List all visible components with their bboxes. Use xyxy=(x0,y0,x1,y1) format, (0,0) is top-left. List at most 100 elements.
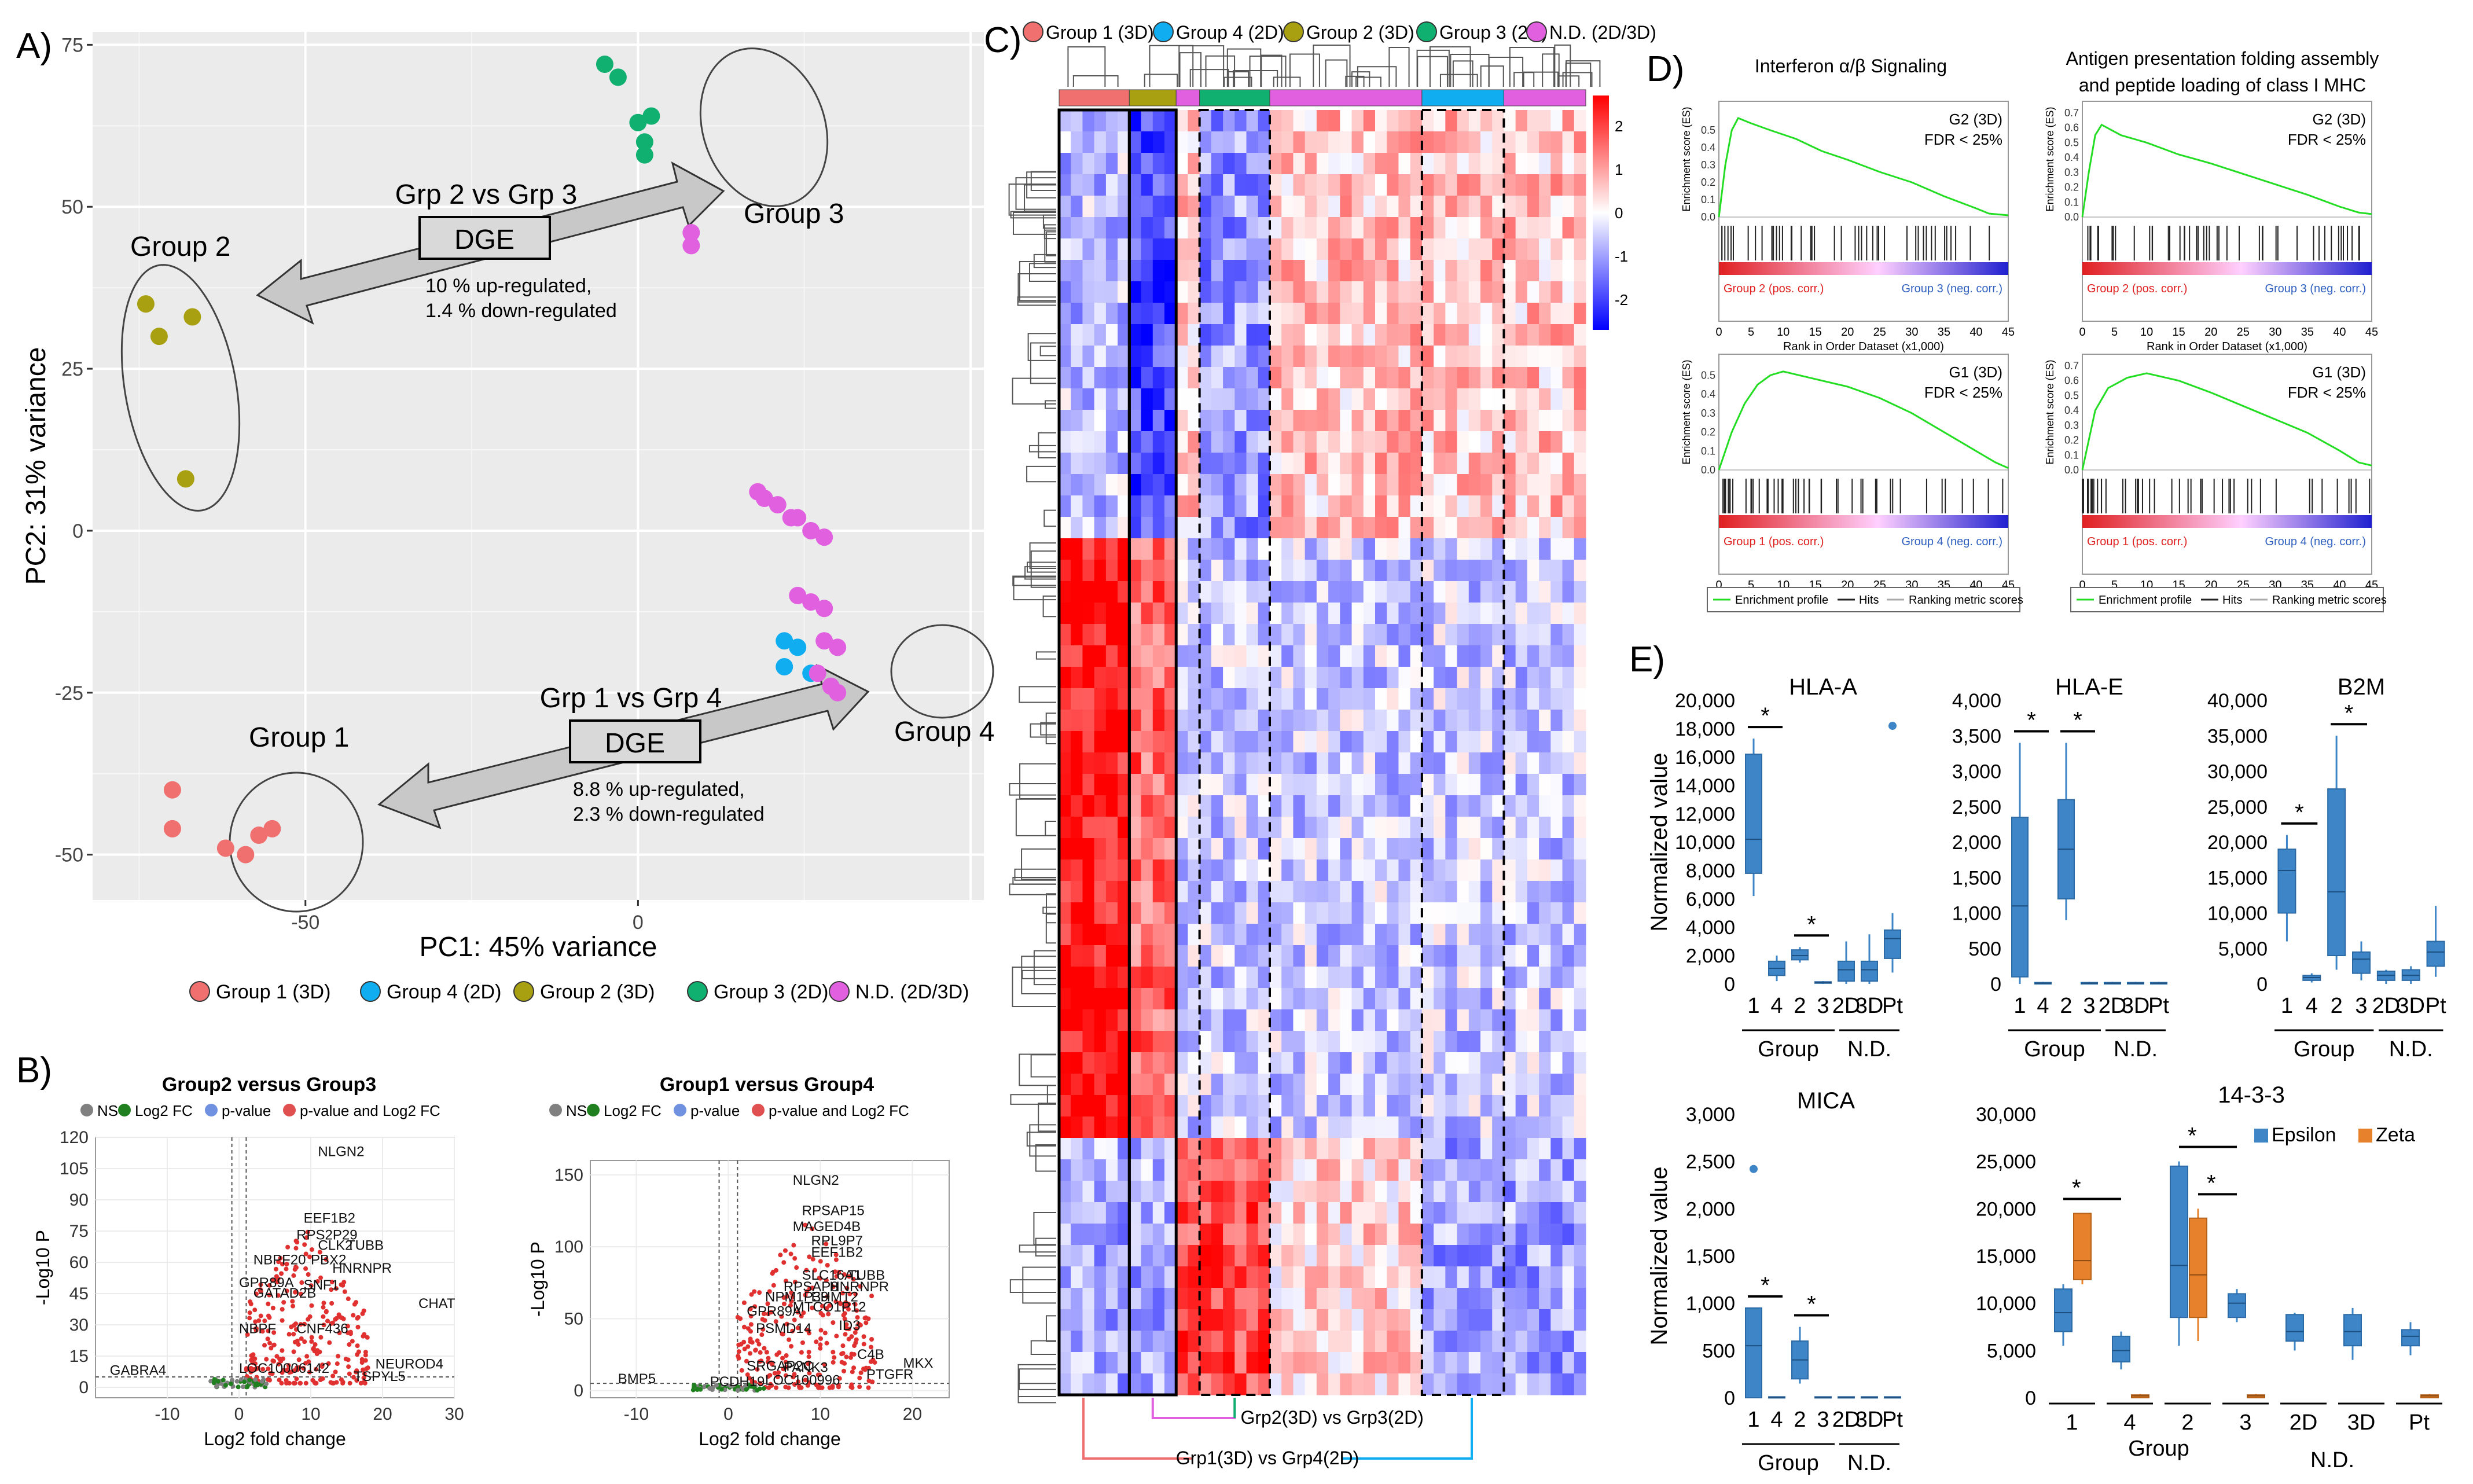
heatmap-cell xyxy=(1258,281,1270,303)
heatmap-cell xyxy=(1094,303,1107,325)
heatmap-cell xyxy=(1574,795,1586,817)
heatmap-cell xyxy=(1082,881,1095,903)
volcano-point xyxy=(767,1289,772,1294)
heatmap-cell xyxy=(1539,881,1551,903)
heatmap-cell xyxy=(1188,517,1200,539)
heatmap-cell xyxy=(1281,260,1294,282)
volcano-point xyxy=(267,1315,272,1320)
heatmap-cell xyxy=(1281,495,1294,517)
heatmap-cell xyxy=(1468,560,1481,582)
heatmap-cell xyxy=(1457,603,1469,625)
heatmap-cell xyxy=(1375,217,1387,239)
heatmap-cell xyxy=(1550,838,1563,860)
heatmap-cell xyxy=(1375,1095,1387,1117)
heatmap-cell xyxy=(1141,667,1153,689)
heatmap-cell xyxy=(1129,1331,1142,1353)
volcano-point xyxy=(276,1259,281,1265)
heatmap-cell xyxy=(1328,1202,1340,1224)
heatmap-cell xyxy=(1539,688,1551,710)
pca-point xyxy=(815,600,833,618)
volcano-point xyxy=(267,1378,272,1383)
heatmap-cell xyxy=(1539,945,1551,967)
heatmap-cell xyxy=(1562,1373,1575,1395)
row-dendrogram xyxy=(1030,342,1056,384)
heatmap-cell xyxy=(1363,217,1376,239)
heatmap-cell xyxy=(1234,1181,1247,1203)
heatmap-cell xyxy=(1539,474,1551,496)
heatmap-cell xyxy=(1176,1288,1188,1310)
heatmap-cell xyxy=(1387,1052,1399,1074)
volcano-point xyxy=(833,1299,839,1304)
boxplot-x-tick-label: 2D xyxy=(1832,1408,1861,1432)
heatmap-cell xyxy=(1118,774,1130,796)
heatmap-cell xyxy=(1363,367,1376,389)
volcano-point xyxy=(824,1306,829,1311)
heatmap-cell xyxy=(1550,645,1563,667)
heatmap-cell xyxy=(1152,110,1165,132)
volcano-point xyxy=(266,1328,271,1334)
heatmap-cell xyxy=(1293,667,1306,689)
heatmap-cell xyxy=(1363,453,1376,475)
heatmap-cell xyxy=(1152,131,1165,153)
column-dendrogram xyxy=(1557,75,1580,87)
volcano-point xyxy=(362,1371,367,1376)
volcano-gene-label: GPR89A xyxy=(239,1275,294,1291)
heatmap-cell xyxy=(1527,153,1539,175)
volcano-point xyxy=(839,1351,844,1357)
volcano-gene-label: MTCO1P12 xyxy=(793,1299,866,1315)
heatmap-cell xyxy=(1105,774,1118,796)
heatmap-cell xyxy=(1562,1116,1575,1138)
heatmap-cell xyxy=(1246,967,1259,989)
heatmap-cell xyxy=(1199,1181,1212,1203)
heatmap-cell xyxy=(1082,1052,1095,1074)
column-dendrogram xyxy=(1273,76,1301,87)
heatmap-cell xyxy=(1211,388,1223,410)
pca-legend: Group 1 (3D) Group 4 (2D) Group 2 (3D) Grou… xyxy=(189,981,969,1003)
heatmap-cell xyxy=(1504,238,1516,260)
heatmap-cell xyxy=(1410,945,1423,967)
heatmap-cell xyxy=(1270,1266,1282,1288)
volcano-y-tick-label: 45 xyxy=(69,1284,89,1303)
heatmap-cell xyxy=(1246,196,1259,218)
heatmap-cell xyxy=(1082,581,1095,603)
heatmap-cell xyxy=(1105,410,1118,432)
gsea-panel: Interferon α/β Signaling Antigen presenta… xyxy=(1681,48,2387,612)
heatmap-cell xyxy=(1328,410,1340,432)
heatmap-cell xyxy=(1539,710,1551,732)
volcano-point xyxy=(863,1365,869,1371)
heatmap-cell xyxy=(1176,1352,1188,1374)
heatmap-cell xyxy=(1340,817,1353,839)
heatmap-cell xyxy=(1152,1224,1165,1246)
heatmap-cell xyxy=(1340,945,1353,967)
volcano-point xyxy=(770,1362,775,1367)
heatmap-cell xyxy=(1164,967,1177,989)
heatmap-cell xyxy=(1351,1181,1364,1203)
heatmap-cell xyxy=(1351,710,1364,732)
heatmap-cell xyxy=(1176,859,1188,881)
heatmap-cell xyxy=(1105,710,1118,732)
nd-axis-label: N.D. xyxy=(2310,1448,2354,1472)
heatmap-cell xyxy=(1071,1074,1083,1096)
volcano-point xyxy=(354,1300,359,1305)
heatmap-cell xyxy=(1164,1138,1177,1160)
heatmap-cell xyxy=(1199,174,1212,196)
gsea-y-tick-label: 0.6 xyxy=(2064,375,2079,387)
volcano-point xyxy=(792,1317,797,1323)
volcano-gene-label: RPSAP15 xyxy=(802,1203,865,1218)
heatmap-cell xyxy=(1468,838,1481,860)
heatmap-cell xyxy=(1234,1288,1247,1310)
heatmap-cell xyxy=(1363,859,1376,881)
heatmap-cell xyxy=(1223,859,1235,881)
heatmap-cell xyxy=(1105,645,1118,667)
heatmap-cell xyxy=(1434,581,1446,603)
heatmap-cell xyxy=(1550,560,1563,582)
heatmap-cell xyxy=(1574,1031,1586,1053)
heatmap-cell xyxy=(1316,1352,1329,1374)
heatmap-cell xyxy=(1129,603,1142,625)
heatmap-cell xyxy=(1515,1138,1528,1160)
heatmap-cell xyxy=(1515,410,1528,432)
heatmap-cell xyxy=(1059,1309,1071,1331)
heatmap-cell xyxy=(1305,517,1317,539)
heatmap-cell xyxy=(1211,453,1223,475)
